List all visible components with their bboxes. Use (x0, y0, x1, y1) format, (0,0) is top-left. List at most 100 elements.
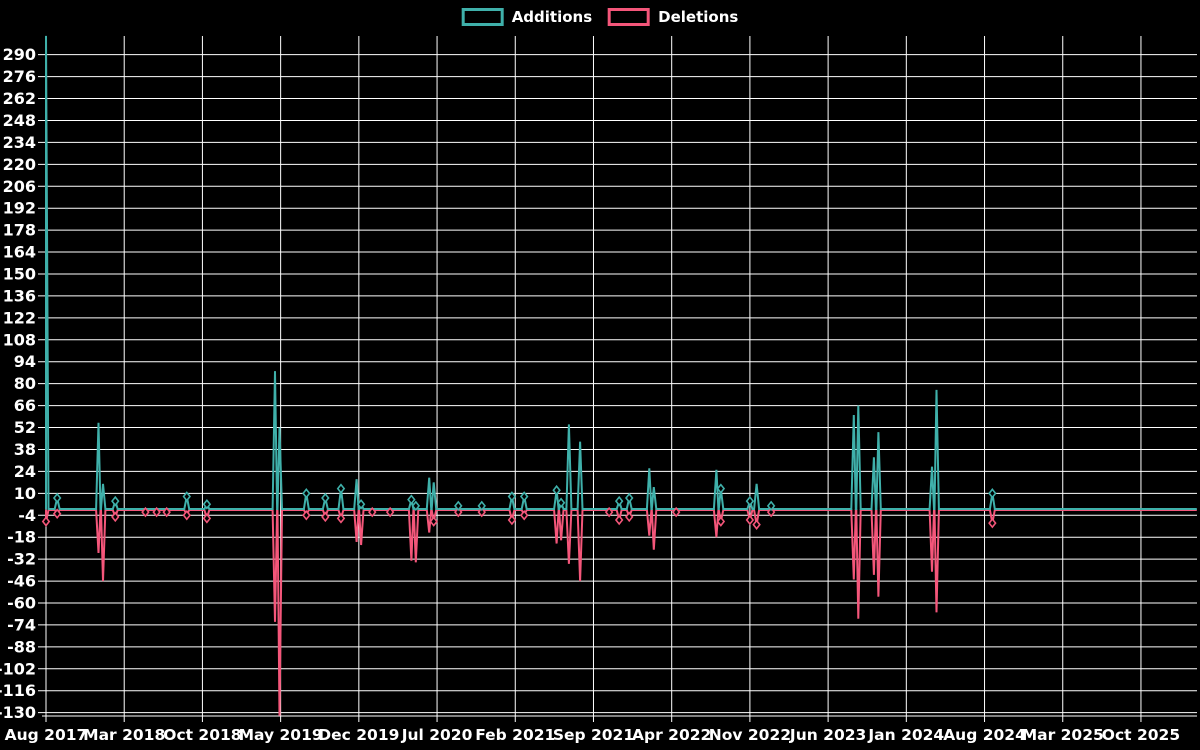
additions-marker (407, 494, 416, 505)
deletions-marker (507, 514, 517, 526)
y-axis-tick-label: 192 (3, 199, 36, 218)
deletions-marker (302, 509, 311, 521)
additions-marker (519, 491, 529, 502)
y-axis-tick-label: 94 (14, 352, 36, 371)
deletions-marker (625, 511, 634, 523)
y-axis-tick-label: -116 (0, 681, 36, 700)
y-axis-tick-label: 122 (3, 308, 36, 327)
additions-marker (614, 495, 624, 507)
additions-marker (356, 499, 366, 510)
y-axis-tick-label: 136 (3, 286, 36, 305)
deletions-marker (429, 516, 438, 527)
deletions-marker (716, 516, 726, 527)
y-axis-tick-label: -32 (7, 550, 36, 569)
x-axis-tick-label: Oct 2018 (163, 726, 241, 744)
x-axis-tick-label: May 2019 (239, 726, 323, 744)
deletions-marker (454, 506, 463, 518)
deletions-marker (988, 517, 997, 529)
additions-line (45, 35, 1197, 510)
y-axis-tick-label: 10 (14, 484, 36, 503)
y-axis-tick-label: -60 (7, 594, 36, 613)
y-axis-tick-label: 220 (3, 155, 36, 174)
y-axis-tick-label: 206 (3, 177, 36, 196)
deletions-marker (52, 508, 62, 519)
deletions-marker (368, 506, 377, 518)
additions-marker (766, 500, 776, 512)
deletions-legend-label: Deletions (658, 7, 739, 26)
deletions-marker (202, 513, 212, 524)
deletions-marker (162, 506, 171, 518)
deletions-marker (614, 514, 624, 526)
x-axis-tick-label: Dec 2019 (318, 726, 399, 744)
chart-legend: Additions Deletions (461, 7, 738, 26)
deletions-marker (752, 519, 761, 530)
x-axis-tick-label: Oct 2025 (1102, 726, 1180, 744)
deletions-marker (745, 514, 755, 526)
y-axis-tick-label: 38 (14, 440, 36, 459)
deletions-marker (766, 506, 776, 518)
x-axis-tick-label: Jan 2024 (867, 726, 944, 744)
deletions-marker (519, 509, 529, 521)
deletions-marker (152, 506, 161, 518)
additions-marker (477, 500, 486, 512)
y-axis-tick-label: 108 (3, 330, 36, 349)
additions-marker (182, 491, 192, 502)
x-axis-tick-label: Nov 2022 (709, 726, 791, 744)
deletions-marker (182, 509, 192, 521)
deletions-line (45, 509, 1197, 716)
deletions-marker (385, 506, 395, 518)
x-axis-tick-label: Mar 2025 (1022, 726, 1104, 744)
y-axis-tick-label: -102 (0, 659, 36, 678)
additions-marker (716, 483, 726, 494)
y-axis-tick-label: 178 (3, 221, 36, 240)
y-axis-tick-label: 66 (14, 396, 36, 415)
x-axis-tick-label: Aug 2017 (5, 726, 88, 744)
legend-item-additions: Additions (461, 7, 593, 26)
y-axis-tick-label: 24 (14, 462, 36, 481)
additions-marker (111, 495, 120, 507)
x-axis-tick-label: Apr 2022 (632, 726, 711, 744)
y-axis-tick-label: 276 (3, 67, 36, 86)
deletions-marker (141, 506, 150, 518)
deletions-marker (477, 506, 486, 518)
additions-marker (454, 500, 463, 512)
additions-marker (411, 500, 421, 512)
additions-swatch-icon (461, 8, 504, 26)
deletions-marker (336, 513, 346, 524)
deletions-marker (604, 506, 614, 518)
additions-marker (321, 492, 330, 504)
legend-item-deletions: Deletions (608, 8, 738, 26)
y-axis-tick-label: 248 (3, 111, 36, 130)
y-axis-tick-label: 80 (14, 374, 36, 393)
y-axis-tick-label: -74 (7, 615, 36, 634)
additions-marker (302, 488, 311, 499)
x-axis-tick-label: Mar 2018 (83, 726, 165, 744)
y-axis-tick-label: 262 (3, 89, 36, 108)
y-axis-tick-label: 150 (3, 264, 36, 283)
additions-legend-label: Additions (511, 7, 593, 26)
deletions-marker (111, 511, 120, 523)
deletions-marker (41, 516, 51, 527)
additions-marker (988, 488, 997, 499)
x-axis-tick-label: Feb 2021 (475, 726, 555, 744)
y-axis-tick-label: 164 (3, 243, 36, 262)
x-axis-tick-label: Sep 2021 (553, 726, 634, 744)
x-axis-tick-label: Jul 2020 (401, 726, 473, 744)
additions-marker (507, 491, 517, 502)
additions-marker (745, 495, 755, 507)
x-axis-tick-label: Aug 2024 (943, 726, 1026, 744)
additions-marker (625, 492, 634, 504)
y-axis-tick-label: 234 (3, 133, 36, 152)
y-axis-tick-label: -18 (7, 528, 36, 547)
deletions-swatch-icon (608, 8, 651, 26)
additions-marker (52, 492, 62, 504)
additions-marker (556, 497, 566, 509)
deletions-marker (671, 506, 681, 518)
y-axis-tick-label: -46 (7, 572, 36, 591)
y-axis-tick-label: 290 (3, 45, 36, 64)
additions-marker (202, 499, 212, 510)
x-axis-tick-label: Jun 2023 (789, 726, 866, 744)
y-axis-tick-label: -130 (0, 703, 36, 722)
